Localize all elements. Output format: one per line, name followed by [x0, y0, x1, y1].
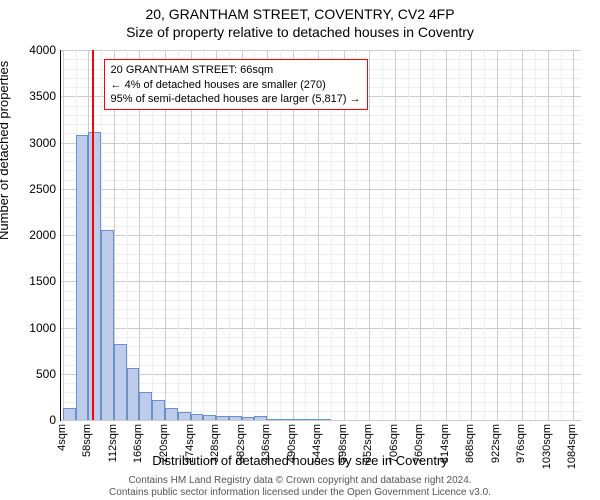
- histogram-bar: [101, 230, 114, 420]
- histogram-bar: [318, 419, 331, 420]
- histogram-bar: [178, 412, 191, 420]
- x-tick-label: 760sqm: [413, 424, 425, 463]
- histogram-bar: [267, 419, 280, 420]
- gridline-v-major: [471, 50, 472, 420]
- chart-title-line2: Size of property relative to detached ho…: [0, 24, 600, 40]
- gridline-v-major: [497, 50, 498, 420]
- x-tick-label: 4sqm: [56, 424, 68, 451]
- y-tick-label: 3500: [29, 89, 56, 103]
- y-tick-label: 1000: [29, 321, 56, 335]
- x-tick-label: 652sqm: [362, 424, 374, 463]
- y-tick-label: 2500: [29, 182, 56, 196]
- footer-line2: Contains public sector information licen…: [0, 487, 600, 498]
- gridline-v-minor: [433, 50, 434, 420]
- histogram-bar: [305, 419, 318, 420]
- x-tick-label: 58sqm: [81, 424, 93, 457]
- y-tick-label: 3000: [29, 136, 56, 150]
- callout-box: 20 GRANTHAM STREET: 66sqm← 4% of detache…: [104, 59, 368, 110]
- plot-area: 20 GRANTHAM STREET: 66sqm← 4% of detache…: [60, 50, 581, 421]
- gridline-h-major: [61, 420, 581, 421]
- histogram-bar: [191, 414, 204, 420]
- gridline-v-major: [446, 50, 447, 420]
- chart-title-line1: 20, GRANTHAM STREET, COVENTRY, CV2 4FP: [0, 6, 600, 22]
- x-tick-label: 328sqm: [209, 424, 221, 463]
- x-tick-label: 490sqm: [286, 424, 298, 463]
- x-tick-label: 112sqm: [107, 424, 119, 462]
- histogram-bar: [216, 416, 229, 420]
- histogram-bar: [254, 416, 267, 420]
- gridline-v-major: [573, 50, 574, 420]
- histogram-bar: [63, 408, 76, 420]
- histogram-bar: [242, 417, 255, 420]
- histogram-bar: [280, 419, 293, 420]
- x-tick-label: 166sqm: [132, 424, 144, 463]
- x-tick-label: 544sqm: [311, 424, 323, 463]
- chart-container: 20, GRANTHAM STREET, COVENTRY, CV2 4FP S…: [0, 0, 600, 500]
- gridline-v-minor: [408, 50, 409, 420]
- gridline-v-major: [369, 50, 370, 420]
- x-tick-label: 598sqm: [337, 424, 349, 463]
- x-tick-label: 976sqm: [515, 424, 527, 463]
- gridline-v-major: [63, 50, 64, 420]
- histogram-bar: [203, 415, 216, 420]
- footer-line1: Contains HM Land Registry data © Crown c…: [0, 475, 600, 486]
- gridline-v-minor: [459, 50, 460, 420]
- x-tick-label: 1030sqm: [541, 424, 553, 469]
- x-tick-label: 922sqm: [490, 424, 502, 463]
- x-tick-label: 1084sqm: [566, 424, 578, 469]
- gridline-v-minor: [535, 50, 536, 420]
- y-tick-label: 1500: [29, 274, 56, 288]
- x-tick-label: 436sqm: [260, 424, 272, 463]
- callout-line1: 20 GRANTHAM STREET: 66sqm: [111, 63, 361, 77]
- gridline-v-minor: [382, 50, 383, 420]
- histogram-bar: [76, 135, 89, 420]
- x-tick-label: 868sqm: [464, 424, 476, 463]
- gridline-v-minor: [484, 50, 485, 420]
- gridline-v-minor: [561, 50, 562, 420]
- x-tick-label: 814sqm: [439, 424, 451, 463]
- x-tick-label: 382sqm: [235, 424, 247, 463]
- property-marker-line: [92, 50, 94, 420]
- histogram-bar: [139, 392, 152, 420]
- x-tick-label: 220sqm: [158, 424, 170, 463]
- gridline-v-major: [395, 50, 396, 420]
- histogram-bar: [114, 344, 127, 420]
- histogram-bar: [152, 400, 165, 420]
- histogram-bar: [127, 368, 140, 420]
- histogram-bar: [88, 132, 101, 420]
- x-tick-label: 274sqm: [184, 424, 196, 463]
- x-tick-label: 706sqm: [388, 424, 400, 463]
- histogram-bar: [165, 408, 178, 420]
- y-axis-label: Number of detached properties: [0, 61, 11, 240]
- callout-line3: 95% of semi-detached houses are larger (…: [111, 92, 361, 106]
- histogram-bar: [229, 416, 242, 420]
- y-tick-label: 2000: [29, 228, 56, 242]
- y-tick-label: 4000: [29, 43, 56, 57]
- gridline-v-major: [548, 50, 549, 420]
- histogram-bar: [293, 419, 306, 420]
- gridline-v-minor: [510, 50, 511, 420]
- gridline-v-major: [420, 50, 421, 420]
- gridline-v-major: [522, 50, 523, 420]
- callout-line2: ← 4% of detached houses are smaller (270…: [111, 78, 361, 92]
- y-tick-label: 500: [36, 367, 56, 381]
- y-tick-label: 0: [49, 413, 56, 427]
